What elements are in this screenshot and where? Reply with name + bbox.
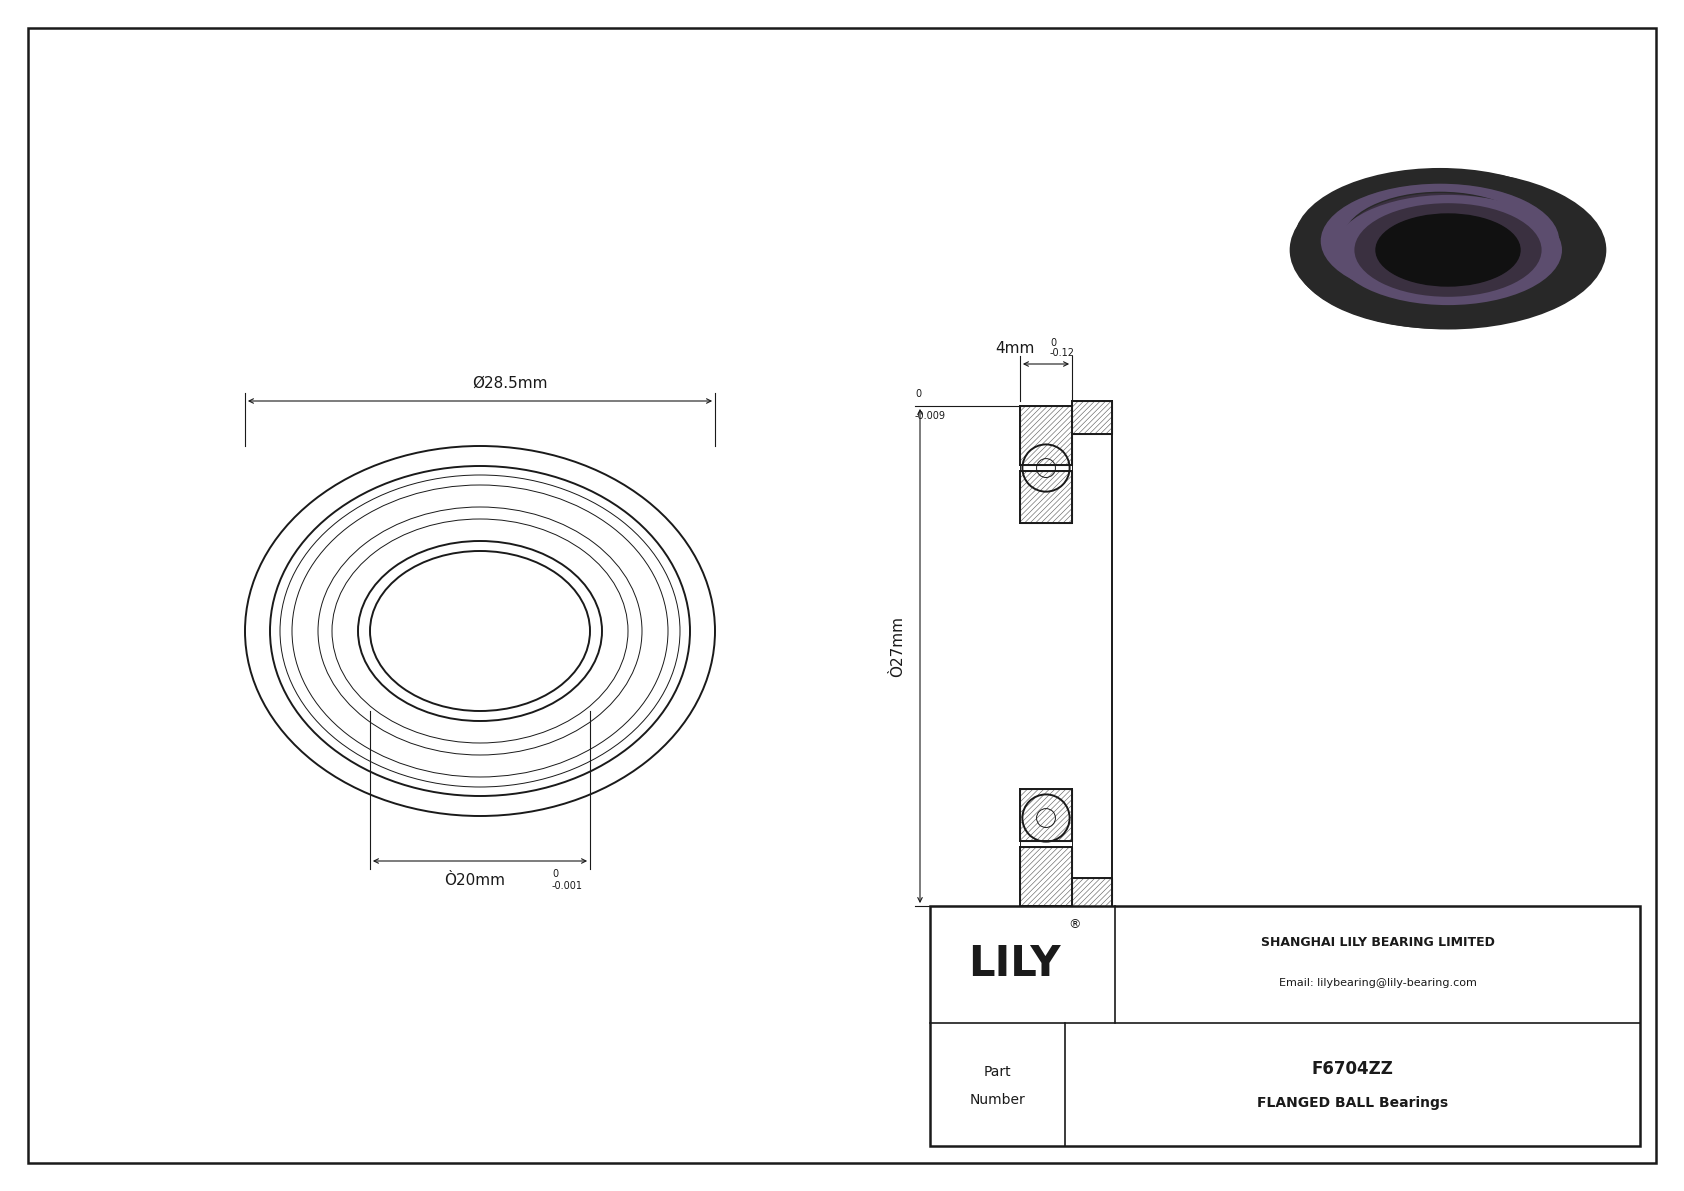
Text: 0: 0 (914, 389, 921, 399)
Bar (930, 906, 1640, 1146)
Text: LILY: LILY (968, 943, 1061, 985)
Text: Part: Part (983, 1066, 1012, 1079)
Bar (1073, 401, 1111, 434)
Text: Email: lilybearing@lily-bearing.com: Email: lilybearing@lily-bearing.com (1278, 978, 1477, 987)
Ellipse shape (1295, 169, 1585, 313)
Bar (1021, 406, 1073, 466)
Bar (1021, 790, 1073, 841)
Ellipse shape (1320, 183, 1559, 299)
Ellipse shape (1354, 204, 1541, 297)
Ellipse shape (1376, 214, 1521, 286)
Text: SHANGHAI LILY BEARING LIMITED: SHANGHAI LILY BEARING LIMITED (1261, 936, 1494, 949)
Text: -0.001: -0.001 (552, 881, 583, 891)
Ellipse shape (1292, 173, 1605, 328)
Bar (1021, 406, 1073, 906)
Text: ®: ® (1068, 918, 1081, 931)
Text: -0.12: -0.12 (1051, 348, 1074, 358)
Text: Ò27mm: Ò27mm (891, 616, 906, 676)
Text: F6704ZZ: F6704ZZ (1312, 1060, 1393, 1079)
Text: 0: 0 (552, 869, 557, 879)
Ellipse shape (1334, 195, 1563, 305)
Ellipse shape (1342, 193, 1537, 289)
Text: 4mm: 4mm (995, 341, 1034, 356)
Text: Ø28.5mm: Ø28.5mm (472, 376, 547, 391)
Ellipse shape (1367, 205, 1512, 278)
Bar (1021, 847, 1073, 906)
Bar (1021, 470, 1073, 523)
Text: -0.009: -0.009 (914, 411, 946, 420)
Text: 0.8mm: 0.8mm (1105, 928, 1159, 943)
Bar (1073, 878, 1111, 911)
Text: Number: Number (970, 1092, 1026, 1106)
Text: FLANGED BALL Bearings: FLANGED BALL Bearings (1256, 1096, 1448, 1110)
Text: 0: 0 (1051, 338, 1056, 348)
Text: Ò20mm: Ò20mm (445, 873, 505, 888)
